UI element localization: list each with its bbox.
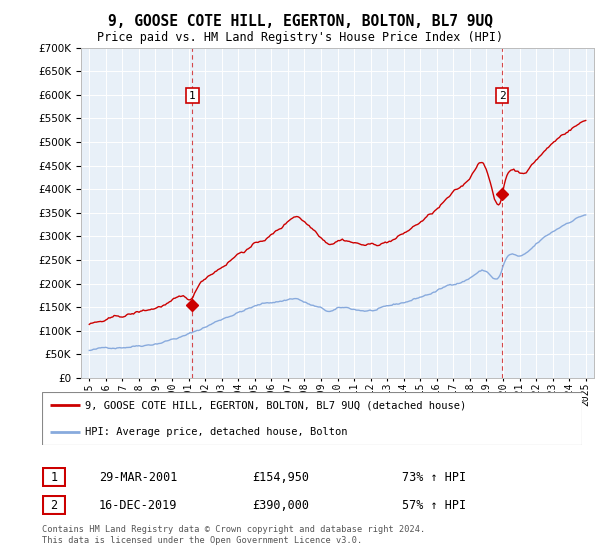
Text: HPI: Average price, detached house, Bolton: HPI: Average price, detached house, Bolt… [85,427,348,437]
Text: £390,000: £390,000 [252,498,309,512]
Text: 29-MAR-2001: 29-MAR-2001 [99,470,178,484]
Text: 2: 2 [499,91,506,100]
Text: Price paid vs. HM Land Registry's House Price Index (HPI): Price paid vs. HM Land Registry's House … [97,31,503,44]
Text: 2: 2 [50,498,58,512]
Text: 16-DEC-2019: 16-DEC-2019 [99,498,178,512]
Text: 73% ↑ HPI: 73% ↑ HPI [402,470,466,484]
Text: £154,950: £154,950 [252,470,309,484]
Text: 57% ↑ HPI: 57% ↑ HPI [402,498,466,512]
Text: 1: 1 [50,470,58,484]
Text: 9, GOOSE COTE HILL, EGERTON, BOLTON, BL7 9UQ: 9, GOOSE COTE HILL, EGERTON, BOLTON, BL7… [107,14,493,29]
Text: Contains HM Land Registry data © Crown copyright and database right 2024.
This d: Contains HM Land Registry data © Crown c… [42,525,425,545]
Text: 1: 1 [189,91,196,100]
Text: 9, GOOSE COTE HILL, EGERTON, BOLTON, BL7 9UQ (detached house): 9, GOOSE COTE HILL, EGERTON, BOLTON, BL7… [85,400,466,410]
